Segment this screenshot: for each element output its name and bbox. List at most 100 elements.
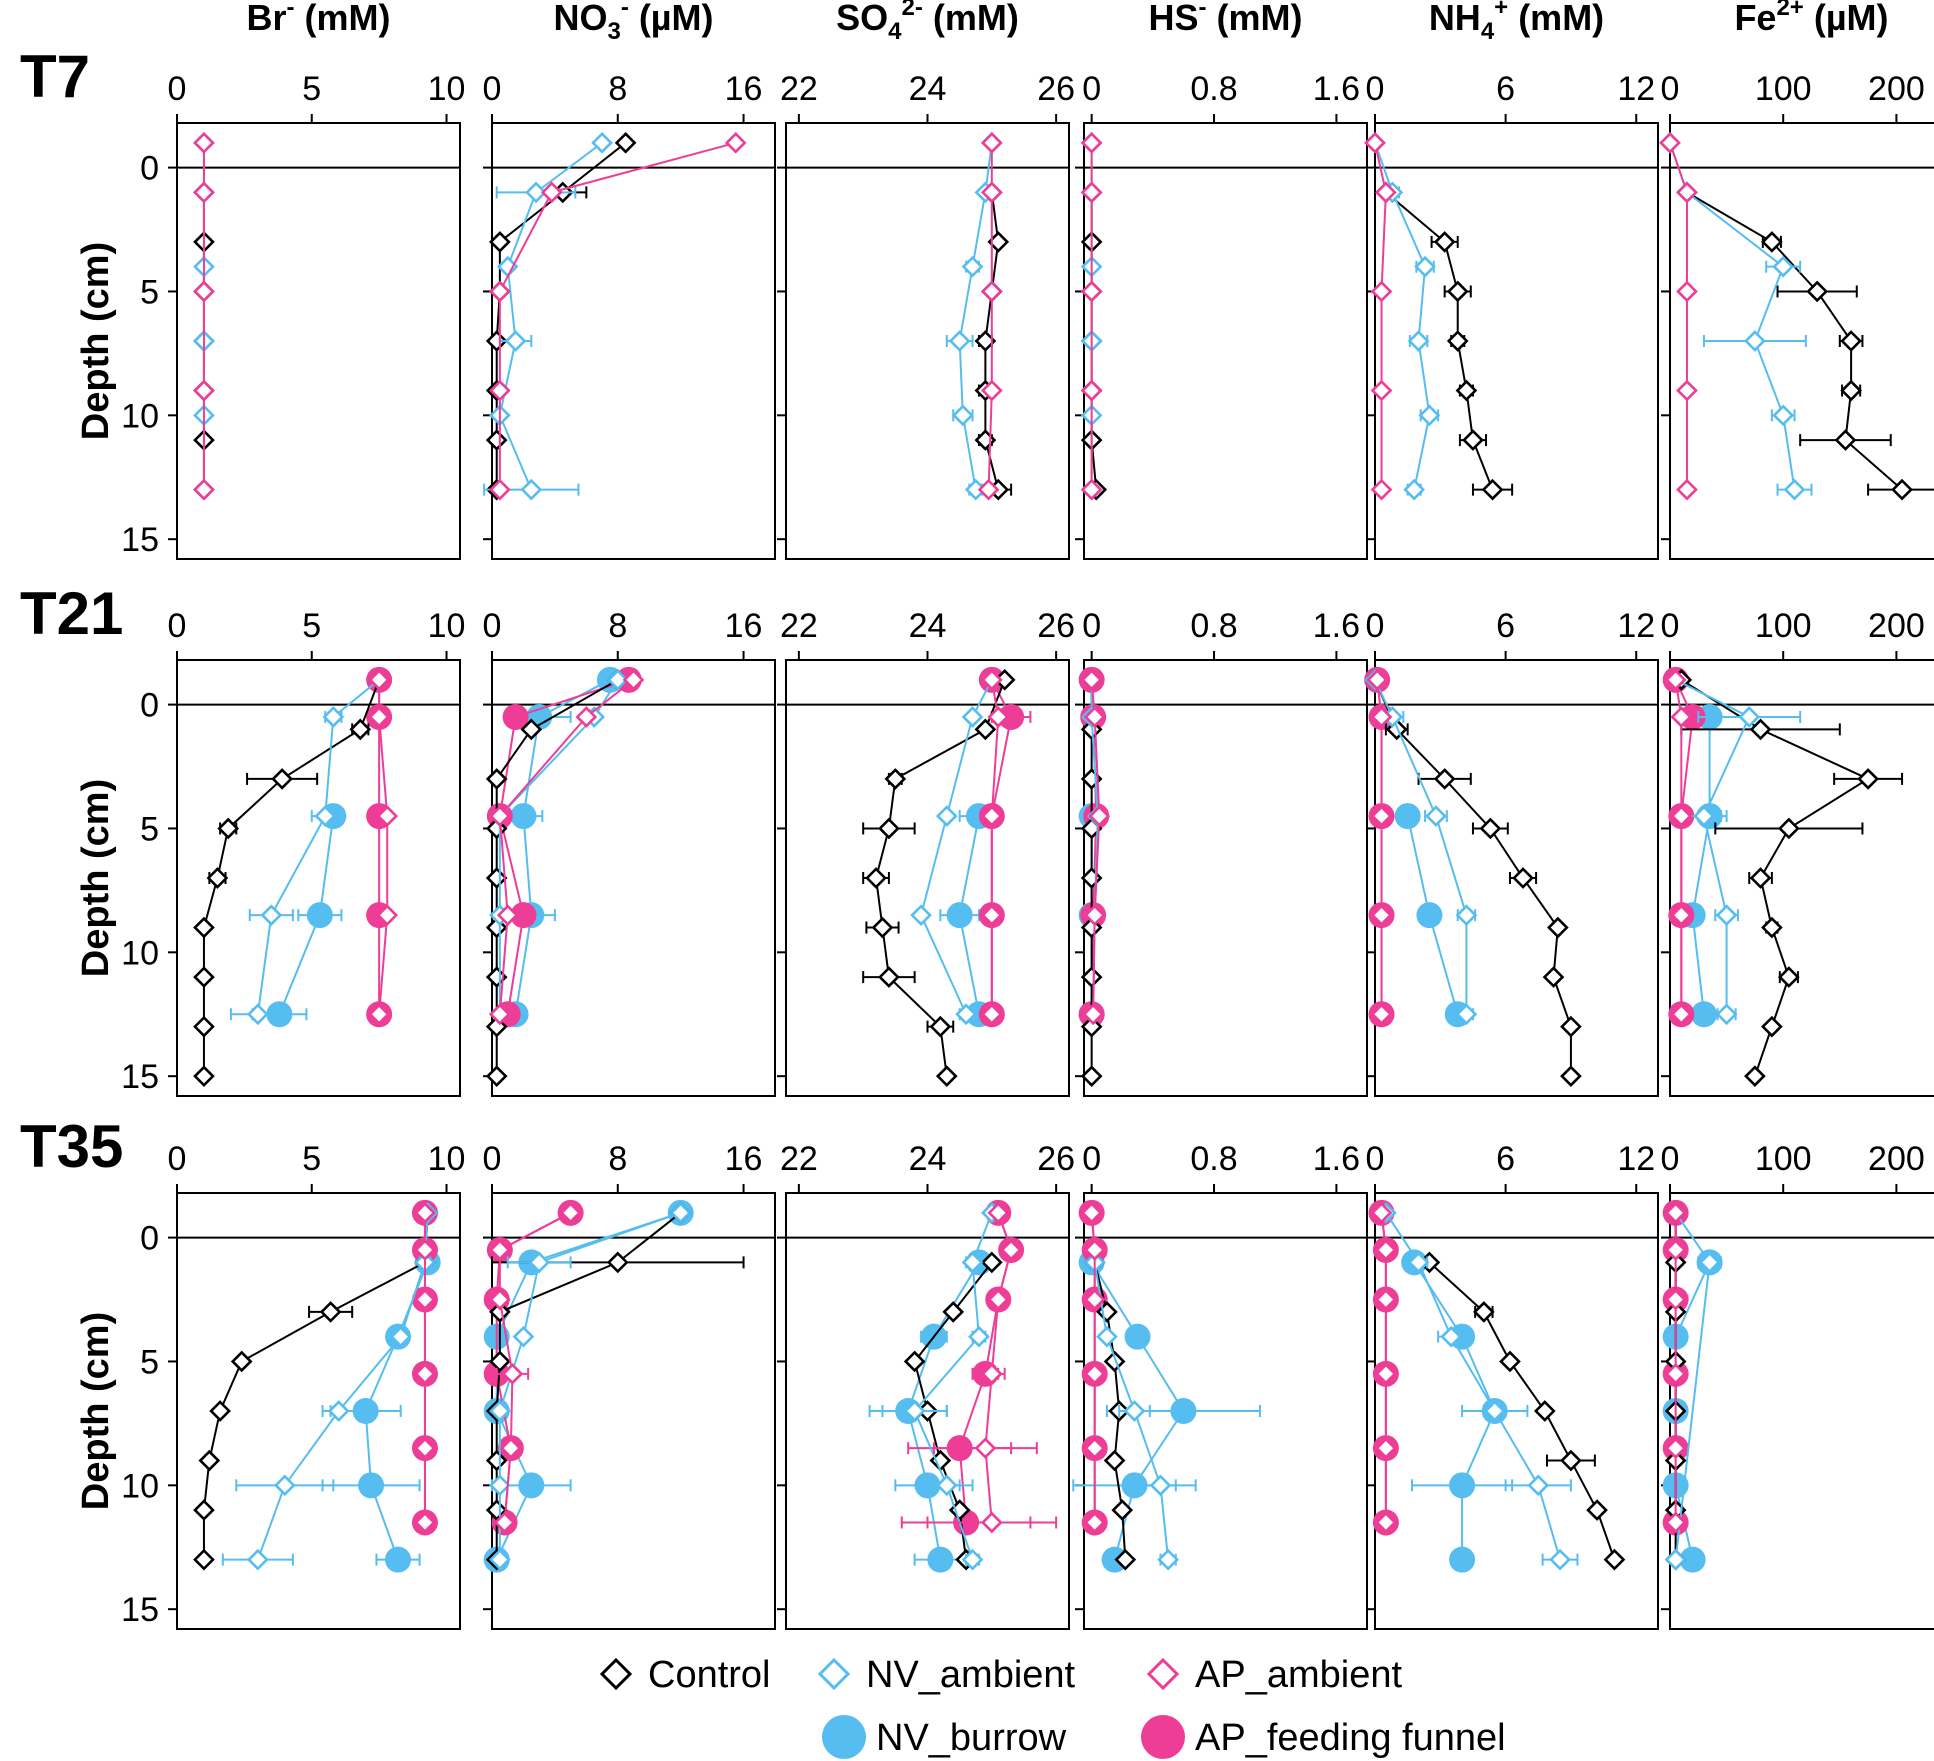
legend-label-nv_ambient: NV_ambient (866, 1654, 1076, 1696)
x-tick-label: 0 (168, 1140, 187, 1178)
data-point-nv_ambient (1455, 904, 1478, 926)
column-title-br: Br- (mM) (247, 0, 391, 38)
data-point-nv_ambient (961, 706, 984, 728)
data-point-ap_ambient (496, 904, 519, 926)
data-point-nv_ambient (1157, 1548, 1179, 1571)
x-tick-label: 6 (1496, 607, 1515, 645)
data-point-control (485, 768, 508, 790)
series-ap_ambient (193, 131, 215, 501)
panel-T21-no3: 0 8 16 (483, 607, 776, 1097)
data-point-nv_ambient (1772, 255, 1795, 278)
data-point-nv_ambient (1715, 1003, 1738, 1026)
x-tick-label: 0 (1661, 1140, 1680, 1178)
data-point-control (1603, 1548, 1626, 1571)
data-point-control (485, 867, 508, 889)
data-point-ap_ambient (489, 1288, 511, 1311)
x-tick-label: 100 (1755, 70, 1812, 108)
data-point-nv_ambient (247, 1003, 269, 1026)
data-point-ap_ambient (376, 805, 399, 827)
data-point-nv_ambient (952, 404, 974, 427)
panel-T7-br: 0 5 10 0 5 10 15 (121, 70, 466, 560)
y-tick-label: 15 (121, 521, 159, 559)
data-point-ap_ambient (980, 181, 1003, 204)
data-point-nv_ambient (961, 1548, 984, 1571)
x-tick-label: 10 (428, 70, 466, 108)
panel-T7-hs: 0 0.8 1.6 (1075, 70, 1368, 560)
data-point-ap_ambient (1370, 280, 1393, 303)
series-control (1676, 181, 1934, 501)
data-point-ap_ambient (1375, 1511, 1397, 1534)
data-point-ap_feeding_funnel (502, 703, 529, 730)
data-point-ap_ambient (414, 1511, 436, 1534)
data-point-nv_ambient (489, 1400, 511, 1422)
data-point-ap_ambient (1370, 706, 1393, 728)
data-point-control (1761, 916, 1783, 939)
data-point-ap_ambient (193, 478, 215, 501)
data-point-nv_ambient (606, 668, 629, 691)
data-point-control (1433, 231, 1456, 253)
data-point-control (1560, 1015, 1582, 1038)
data-point-ap_ambient (1366, 668, 1389, 691)
data-point-nv_ambient (528, 1251, 551, 1274)
data-point-ap_ambient (1664, 1239, 1687, 1261)
legend-marker-nv_ambient (817, 1657, 851, 1691)
x-tick-label: 0.8 (1190, 607, 1237, 645)
x-tick-label: 12 (1617, 607, 1655, 645)
data-point-ap_ambient (1083, 1239, 1106, 1261)
x-tick-label: 1.6 (1313, 607, 1360, 645)
data-point-control (1542, 966, 1565, 988)
data-point-ap_ambient (414, 1239, 436, 1261)
legend-label-ap_feeding_funnel: AP_feeding funnel (1195, 1717, 1506, 1759)
data-point-nv_burrow (518, 1472, 545, 1499)
x-tick-label: 12 (1617, 70, 1655, 108)
data-point-nv_ambient (955, 1003, 977, 1026)
data-point-ap_ambient (1670, 904, 1693, 926)
data-point-control (1080, 1015, 1103, 1038)
data-point-nv_ambient (968, 1325, 990, 1348)
data-point-nv_ambient (1738, 706, 1761, 728)
panel-T35-nh4: 0 6 12 (1366, 1140, 1659, 1630)
x-tick-label: 5 (302, 1140, 321, 1178)
data-point-nv_ambient (1483, 1400, 1506, 1422)
data-point-ap_ambient (368, 668, 390, 691)
y-tick-label: 15 (121, 1058, 159, 1096)
panel-frame (785, 122, 1070, 560)
data-point-control (193, 1015, 215, 1038)
data-point-ap_ambient (1375, 181, 1397, 204)
panel-T7-no3: 0 8 16 (483, 70, 776, 560)
y-tick-label: 0 (140, 1220, 159, 1258)
y-tick-label: 10 (121, 934, 159, 972)
data-point-nv_burrow (1690, 1001, 1717, 1028)
series-ap_ambient (926, 1201, 1058, 1534)
data-point-control (1080, 966, 1103, 988)
data-point-ap_ambient (1670, 805, 1693, 827)
data-point-nv_ambient (1783, 478, 1806, 501)
legend: Control NV_ambient AP_ambient NV_burrow AP_f… (599, 1654, 1506, 1759)
data-point-ap_ambient (980, 280, 1003, 303)
data-point-control (485, 429, 508, 451)
data-point-ap_ambient (489, 1003, 511, 1026)
data-point-ap_ambient (414, 1437, 436, 1459)
data-point-nv_ambient (1096, 1325, 1118, 1348)
data-point-control (193, 966, 215, 988)
data-point-control (1749, 867, 1772, 889)
data-point-nv_ambient (1440, 1325, 1463, 1348)
y-tick-label: 5 (140, 273, 159, 311)
data-point-nv_ambient (961, 255, 984, 278)
data-point-ap_ambient (414, 1201, 436, 1224)
data-point-ap_ambient (489, 805, 511, 827)
data-point-ap_ambient (1664, 1288, 1687, 1311)
data-point-ap_ambient (1676, 478, 1698, 501)
data-point-ap_ambient (559, 1201, 582, 1224)
data-point-ap_ambient (1080, 1201, 1103, 1224)
data-point-control (942, 1301, 965, 1323)
data-point-nv_ambient (1407, 330, 1430, 352)
x-tick-label: 16 (725, 607, 763, 645)
x-tick-label: 200 (1868, 607, 1925, 645)
data-point-ap_ambient (1000, 1239, 1022, 1261)
data-point-control (1586, 1499, 1608, 1521)
data-point-ap_ambient (1670, 706, 1693, 728)
data-point-ap_ambient (1370, 805, 1393, 827)
data-point-nv_burrow (306, 902, 333, 929)
